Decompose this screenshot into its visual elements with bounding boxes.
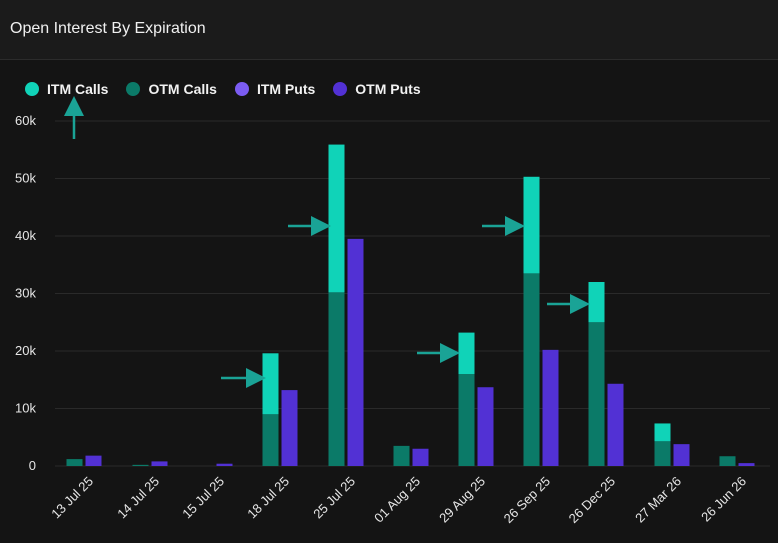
legend-item-otm-puts[interactable]: OTM Puts <box>333 81 421 97</box>
legend-label-otm-calls: OTM Calls <box>148 81 217 97</box>
x-tick-label: 13 Jul 25 <box>48 474 96 522</box>
y-tick-label: 60k <box>15 113 36 128</box>
bar-otm-puts <box>673 444 690 466</box>
y-tick-label: 50k <box>15 171 36 186</box>
bar-otm-puts <box>151 461 168 466</box>
bar-otm-puts <box>607 383 624 466</box>
bar-otm-calls <box>523 273 540 466</box>
legend-item-otm-calls[interactable]: OTM Calls <box>126 81 217 97</box>
y-tick-label: 40k <box>15 228 36 243</box>
chart-area <box>0 60 778 543</box>
bar-otm-puts <box>738 463 755 466</box>
bar-otm-calls <box>132 464 149 466</box>
bar-otm-calls <box>66 459 83 466</box>
x-tick-label: 26 Sep 25 <box>501 474 554 527</box>
y-tick-label: 30k <box>15 286 36 301</box>
y-tick-label: 10k <box>15 401 36 416</box>
legend-swatch-otm-calls <box>126 82 141 96</box>
x-tick-label: 26 Dec 25 <box>566 474 619 527</box>
legend-item-itm-calls[interactable]: ITM Calls <box>25 81 108 97</box>
bar-itm-calls <box>458 332 475 374</box>
y-tick-label: 20k <box>15 343 36 358</box>
x-tick-label: 01 Aug 25 <box>371 474 423 526</box>
bar-otm-calls <box>588 322 605 466</box>
legend-swatch-otm-puts <box>333 82 348 96</box>
legend-swatch-itm-calls <box>25 82 39 96</box>
legend-label-itm-puts: ITM Puts <box>256 81 316 97</box>
x-tick-label: 25 Jul 25 <box>310 474 358 522</box>
bar-otm-calls <box>393 445 410 466</box>
bar-otm-puts <box>347 238 364 466</box>
legend: ITM Calls OTM Calls ITM Puts OTM Puts <box>25 81 439 97</box>
legend-item-itm-puts[interactable]: ITM Puts <box>234 81 316 97</box>
y-tick-label: 0 <box>29 458 36 473</box>
legend-label-itm-calls: ITM Calls <box>47 81 109 97</box>
bar-otm-puts <box>281 390 298 466</box>
bar-otm-calls <box>719 456 736 466</box>
x-tick-label: 15 Jul 25 <box>179 474 227 522</box>
bar-otm-puts <box>477 387 494 466</box>
legend-swatch-itm-puts <box>234 82 249 96</box>
x-tick-label: 14 Jul 25 <box>114 474 162 522</box>
title-bar: Open Interest By Expiration <box>0 0 778 60</box>
x-tick-label: 26 Jun 26 <box>698 474 749 525</box>
bar-itm-calls <box>328 144 345 293</box>
bar-itm-calls <box>654 423 671 442</box>
bar-otm-calls <box>328 292 345 466</box>
bar-otm-calls <box>654 441 671 466</box>
legend-label-otm-puts: OTM Puts <box>355 81 421 97</box>
bar-otm-calls <box>458 374 475 466</box>
bar-itm-calls <box>588 282 605 323</box>
bar-itm-calls <box>523 176 540 274</box>
chart-title: Open Interest By Expiration <box>10 20 206 37</box>
bar-otm-puts <box>542 349 559 466</box>
bar-itm-calls <box>262 353 279 415</box>
x-tick-label: 27 Mar 26 <box>632 474 684 526</box>
bar-otm-puts <box>85 455 102 466</box>
x-tick-label: 29 Aug 25 <box>436 474 488 526</box>
bar-otm-puts <box>412 448 429 466</box>
bar-otm-calls <box>262 414 279 466</box>
x-tick-label: 18 Jul 25 <box>244 474 292 522</box>
bar-otm-puts <box>216 463 233 466</box>
